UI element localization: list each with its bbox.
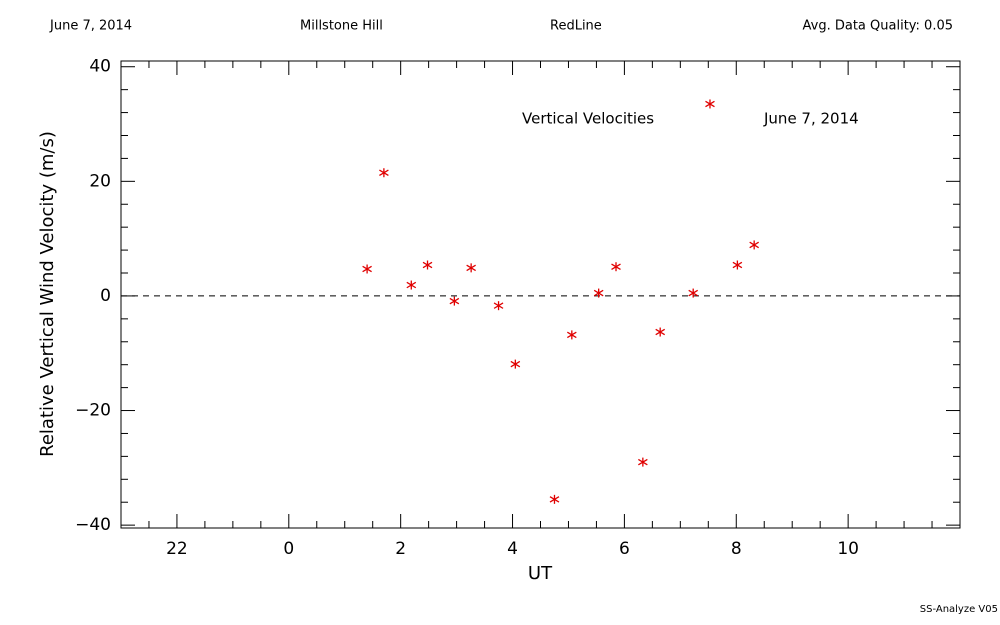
point-stroke (593, 289, 604, 297)
point (688, 288, 699, 298)
footer: SS-Analyze V05 (920, 604, 998, 615)
point-stroke (406, 281, 417, 289)
x-tick-label: 2 (395, 539, 406, 559)
x-axis-label: UT (528, 563, 553, 584)
point (749, 240, 759, 250)
point-stroke (705, 100, 715, 108)
point (510, 359, 521, 369)
y-tick-label: −20 (75, 401, 111, 421)
y-tick-label: 0 (100, 286, 111, 306)
header-quality: Avg. Data Quality: 0.05 (803, 19, 953, 34)
y-tick-label: 20 (89, 171, 111, 191)
annotation: Vertical Velocities (522, 110, 654, 128)
x-tick-label: 8 (731, 539, 742, 559)
point-stroke (379, 169, 389, 176)
point-stroke (422, 261, 433, 269)
x-tick-label: 0 (283, 539, 294, 559)
point-stroke (655, 328, 666, 336)
point-stroke (493, 302, 504, 309)
x-tick-label: 4 (507, 539, 518, 559)
point (422, 260, 433, 270)
point-stroke (611, 263, 621, 270)
x-tick-label: 22 (166, 539, 188, 559)
point (362, 264, 372, 274)
point (638, 457, 648, 467)
point-stroke (566, 331, 577, 339)
point (732, 260, 743, 270)
point (379, 168, 389, 178)
point (449, 296, 460, 306)
point-stroke (449, 297, 460, 305)
header-date: June 7, 2014 (49, 19, 132, 34)
x-tick-label: 10 (837, 539, 859, 559)
annotation: June 7, 2014 (763, 110, 859, 128)
point (566, 330, 577, 340)
header-line: RedLine (550, 19, 602, 34)
point (611, 262, 621, 272)
y-tick-label: −40 (75, 515, 111, 535)
y-tick-label: 40 (89, 57, 111, 77)
point-stroke (362, 265, 372, 273)
y-axis-label: Relative Vertical Wind Velocity (m/s) (37, 131, 58, 457)
point (655, 327, 666, 337)
point (593, 288, 604, 298)
point (493, 301, 504, 311)
point-stroke (638, 458, 648, 466)
point-stroke (510, 360, 521, 368)
point (705, 99, 715, 109)
point-stroke (688, 289, 699, 297)
x-tick-label: 6 (619, 539, 630, 559)
point-stroke (749, 241, 759, 249)
point-stroke (549, 496, 560, 503)
point (549, 494, 560, 504)
point-stroke (466, 264, 476, 272)
point (466, 263, 476, 273)
header-site: Millstone Hill (300, 19, 383, 34)
point (406, 280, 417, 290)
point-stroke (732, 261, 743, 269)
